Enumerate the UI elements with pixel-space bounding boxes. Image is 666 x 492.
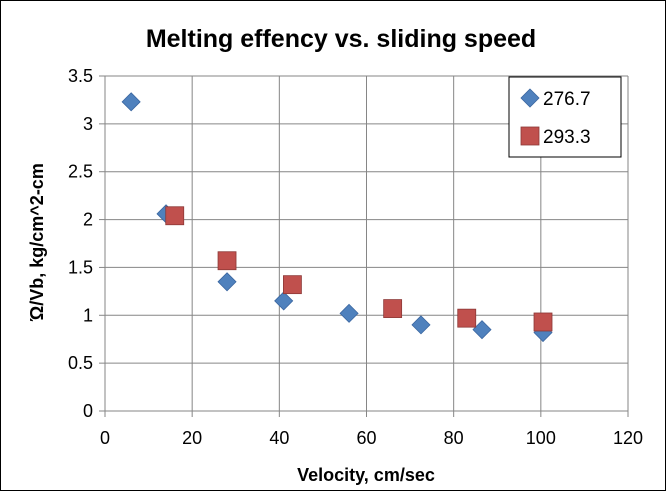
series-1-point <box>217 272 237 292</box>
y-tick-label: 1 <box>83 305 93 325</box>
x-tick-label: 80 <box>444 428 464 448</box>
legend-marker-1 <box>520 88 540 108</box>
x-tick-label: 20 <box>182 428 202 448</box>
x-tick-label: 40 <box>269 428 289 448</box>
series-1-point <box>274 291 294 311</box>
x-tick-label: 120 <box>613 428 643 448</box>
y-tick-label: 2.5 <box>68 162 93 182</box>
y-tick-label: 2 <box>83 210 93 230</box>
legend-marker-2 <box>520 126 540 146</box>
y-tick-label: 1.5 <box>68 257 93 277</box>
y-tick-label: 3.5 <box>68 66 93 86</box>
series-1-point <box>121 92 141 112</box>
series-1-point <box>339 303 359 323</box>
series-2-point <box>283 275 302 295</box>
series-2-point <box>533 312 553 332</box>
data-points <box>121 92 553 343</box>
x-tick-label: 0 <box>100 428 110 448</box>
x-tick-label: 100 <box>526 428 556 448</box>
y-tick-label: 3 <box>83 114 93 134</box>
series-2-point <box>457 308 477 328</box>
series-2-point <box>165 206 185 226</box>
legend-label-2: 293.3 <box>543 127 591 148</box>
x-tick-label: 60 <box>356 428 376 448</box>
legend: 276.7 293.3 <box>508 76 622 158</box>
series-1-point <box>411 315 431 335</box>
y-tick-label: 0 <box>83 401 93 421</box>
series-2-point <box>383 299 403 318</box>
y-axis-label: Ώ/Vb, kg/cm^2-cm <box>27 163 47 322</box>
y-tick-label: 0.5 <box>68 353 93 373</box>
series-2-point <box>217 251 237 271</box>
x-axis-label: Velocity, cm/sec <box>297 465 435 485</box>
axes: 0 0.5 1 1.5 2 2.5 3 3.5 0 20 40 60 80 100 120 <box>68 66 643 448</box>
chart-title: Melting effency vs. sliding speed <box>146 25 536 53</box>
legend-label-1: 276.7 <box>543 89 591 110</box>
